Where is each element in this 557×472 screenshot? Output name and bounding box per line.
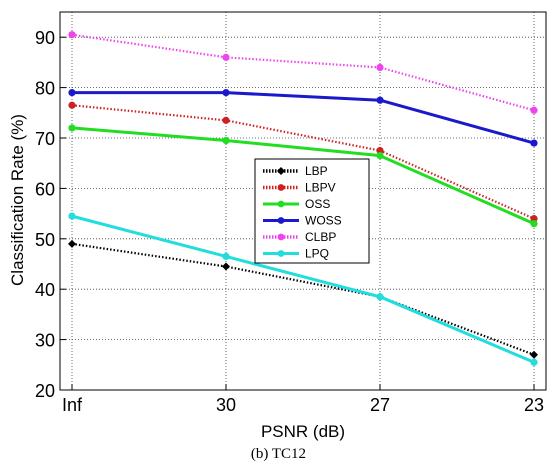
y-tick-label: 60	[35, 179, 55, 199]
data-point	[376, 63, 384, 72]
legend-box	[254, 158, 370, 264]
legend-label: LBPV	[305, 181, 336, 195]
series-line	[71, 33, 535, 112]
legend-label: LBP	[305, 164, 328, 178]
legend-marker	[277, 217, 285, 224]
data-point	[68, 212, 76, 220]
data-point	[222, 262, 230, 271]
series-clbp	[68, 31, 538, 114]
x-axis-label: PSNR (dB)	[261, 422, 345, 441]
legend-entry: LPQ	[263, 247, 329, 261]
legend-label: CLBP	[305, 230, 336, 244]
y-tick-label: 90	[35, 28, 55, 48]
data-point	[222, 89, 230, 97]
legend-items: LBP LBPV OSS WOSS CLBP LPQ	[263, 164, 342, 261]
y-tick-label: 70	[35, 129, 55, 149]
series-line	[71, 214, 535, 364]
data-point	[68, 31, 76, 39]
y-tick-label: 30	[35, 331, 55, 351]
legend-marker	[277, 167, 285, 175]
figure-caption: (b) TC12	[250, 446, 307, 462]
axis-ticks: 20 30 40 50 60 70 80 90 Inf 30 27 23	[35, 28, 544, 415]
line-chart: 20 30 40 50 60 70 80 90 Inf 30 27 23 PSNR (dB) Clas…	[8, 11, 547, 441]
legend-marker	[277, 200, 285, 208]
series-line	[72, 91, 535, 145]
x-tick-label: 23	[524, 395, 544, 415]
legend-marker	[277, 233, 285, 241]
series-line	[71, 126, 535, 226]
x-tick-label: 27	[370, 395, 390, 415]
data-point	[530, 350, 538, 359]
data-point	[222, 252, 230, 261]
data-point	[222, 136, 230, 145]
x-tick-label: 30	[216, 395, 236, 415]
data-point	[68, 101, 76, 109]
legend-label: WOSS	[305, 214, 342, 228]
data-point	[222, 116, 230, 124]
y-tick-label: 80	[35, 79, 55, 99]
legend-marker	[277, 250, 285, 257]
data-point	[530, 220, 538, 228]
data-point	[222, 53, 230, 61]
legend-marker	[277, 184, 285, 191]
series-line	[71, 242, 535, 356]
data-point	[376, 152, 384, 160]
data-point	[530, 358, 538, 366]
data-point	[376, 147, 384, 155]
legend-entry: LBP	[263, 164, 328, 178]
legend-entry: WOSS	[263, 214, 342, 228]
data-point	[376, 293, 384, 301]
series-line	[71, 104, 535, 220]
legend-entry: OSS	[263, 197, 330, 211]
legend-label: LPQ	[305, 247, 329, 261]
data-point	[530, 106, 538, 114]
series-lpq	[68, 212, 538, 366]
y-tick-label: 20	[35, 381, 55, 401]
x-tick-label: Inf	[62, 395, 83, 415]
y-tick-label: 50	[35, 230, 55, 250]
data-point	[68, 89, 76, 97]
legend: LBP LBPV OSS WOSS CLBP LPQ	[254, 158, 370, 264]
legend-entry: CLBP	[263, 230, 336, 244]
plot-frame	[59, 11, 547, 391]
legend-entry: LBPV	[263, 181, 336, 195]
series-layer	[68, 31, 538, 366]
series-lbpv	[68, 101, 538, 223]
data-point	[530, 139, 538, 147]
y-tick-label: 40	[35, 280, 55, 300]
data-point	[530, 215, 538, 223]
data-point	[376, 96, 384, 104]
data-point	[68, 124, 76, 132]
series-oss	[68, 124, 538, 228]
data-point	[68, 239, 76, 248]
y-axis-label: Classification Rate (%)	[8, 114, 27, 286]
series-woss	[68, 89, 538, 147]
grid-lines	[60, 12, 546, 390]
legend-label: OSS	[305, 197, 330, 211]
